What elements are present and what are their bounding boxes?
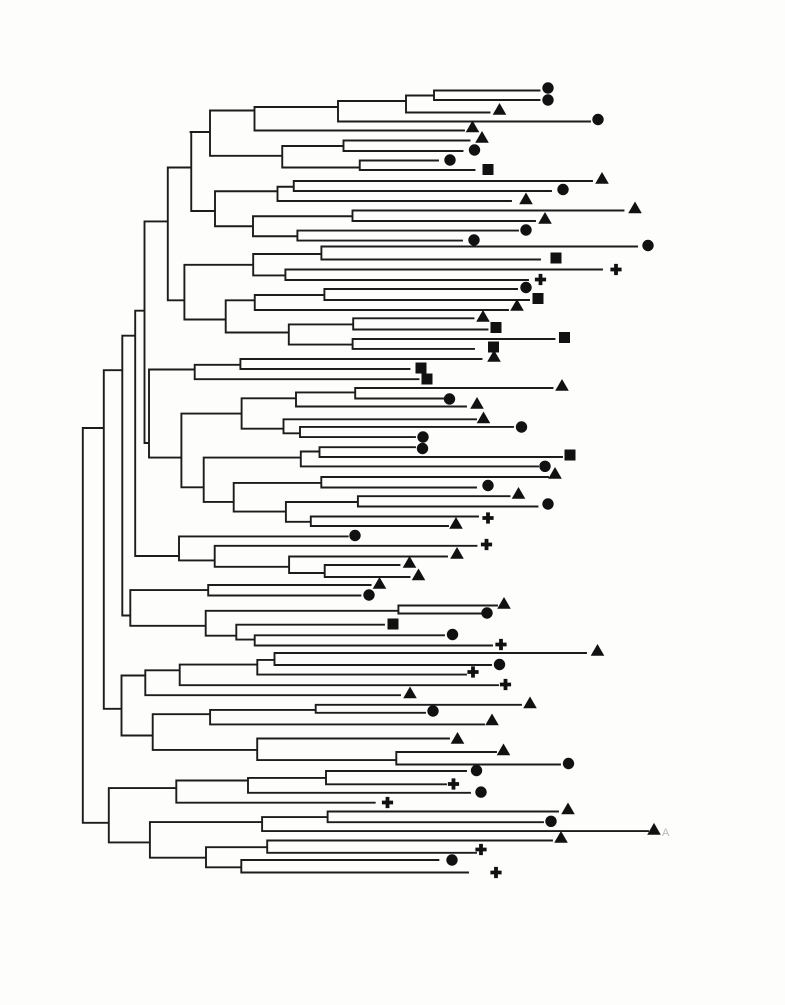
svg-text:A: A [662,827,670,839]
